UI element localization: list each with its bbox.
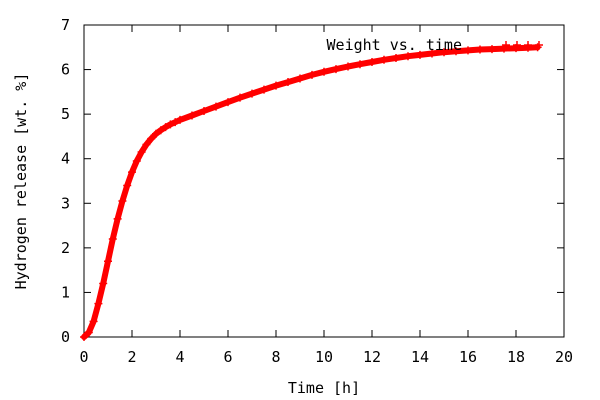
data-point [142, 140, 151, 149]
legend: Weight vs. time [327, 36, 543, 54]
x-tick-label: 8 [271, 348, 280, 366]
legend-marker-glyph [535, 41, 543, 49]
x-tick-label: 16 [459, 348, 477, 366]
x-axis-label: Time [h] [288, 379, 360, 397]
x-tick-label: 12 [363, 348, 381, 366]
data-point [99, 279, 108, 288]
data-point [104, 257, 112, 266]
series-line [81, 44, 541, 340]
data-point [272, 81, 280, 90]
data-point [452, 47, 460, 56]
data-point [128, 168, 136, 177]
data-point [113, 214, 122, 223]
x-tick-label: 14 [411, 348, 429, 366]
data-point [147, 134, 156, 143]
data-point [123, 181, 132, 190]
data-point [224, 98, 232, 107]
data-point [188, 111, 196, 120]
data-point [94, 299, 103, 308]
x-tick-label: 18 [507, 348, 525, 366]
data-point [200, 107, 208, 116]
data-point [296, 74, 304, 83]
data-point [488, 45, 496, 54]
data-point [132, 156, 141, 165]
y-tick-label: 3 [61, 194, 70, 212]
data-point [176, 115, 184, 124]
data-point [80, 333, 88, 341]
data-point [212, 102, 220, 111]
legend-marker-glyph [502, 41, 510, 49]
data-point [416, 50, 424, 59]
data-point [137, 148, 146, 157]
data-point [368, 57, 376, 66]
data-point [464, 46, 472, 55]
y-axis-ticks: 0 1 2 3 4 5 6 7 [61, 16, 564, 346]
data-point [428, 49, 436, 58]
y-axis-label: Hydrogen release [wt. %] [12, 73, 30, 290]
data-point [236, 93, 244, 102]
data-point [404, 52, 412, 61]
y-tick-label: 6 [61, 61, 70, 79]
y-tick-label: 4 [61, 150, 70, 168]
data-point [356, 60, 364, 69]
data-point [320, 67, 328, 76]
x-tick-label: 20 [555, 348, 573, 366]
legend-marker-glyph [524, 41, 532, 49]
data-point [89, 317, 98, 326]
x-tick-label: 4 [175, 348, 184, 366]
data-point [118, 197, 127, 206]
data-point [84, 328, 93, 337]
data-point [108, 234, 117, 243]
data-point [392, 53, 400, 62]
legend-marker [502, 41, 543, 49]
x-tick-label: 10 [315, 348, 333, 366]
y-tick-label: 2 [61, 239, 70, 257]
x-tick-label: 6 [223, 348, 232, 366]
y-tick-label: 5 [61, 105, 70, 123]
data-point [440, 48, 448, 57]
x-tick-label: 2 [127, 348, 136, 366]
y-tick-label: 0 [61, 328, 70, 346]
series-layer [80, 43, 542, 341]
data-point [152, 129, 160, 138]
data-point [332, 65, 340, 74]
data-point [171, 118, 180, 127]
y-tick-label: 7 [61, 16, 70, 34]
data-point [248, 89, 256, 98]
y-tick-label: 1 [61, 283, 70, 301]
x-axis-ticks: 0 2 4 6 8 10 12 14 16 18 20 [79, 25, 573, 366]
data-point [260, 85, 268, 94]
legend-label: Weight vs. time [327, 36, 462, 54]
data-point [308, 70, 316, 79]
data-point [380, 55, 388, 64]
data-point [344, 62, 352, 71]
data-point [476, 45, 484, 54]
x-tick-label: 0 [79, 348, 88, 366]
legend-marker-glyph [513, 41, 521, 49]
data-point [161, 123, 170, 132]
data-point [156, 126, 165, 135]
data-point [166, 120, 175, 129]
data-point [284, 78, 292, 87]
